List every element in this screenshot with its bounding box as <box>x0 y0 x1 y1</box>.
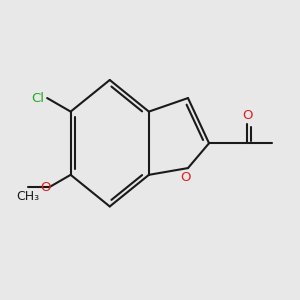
Text: CH₃: CH₃ <box>16 190 39 202</box>
Text: O: O <box>242 109 253 122</box>
Text: O: O <box>40 181 50 194</box>
Text: Cl: Cl <box>31 92 44 105</box>
Text: O: O <box>181 171 191 184</box>
